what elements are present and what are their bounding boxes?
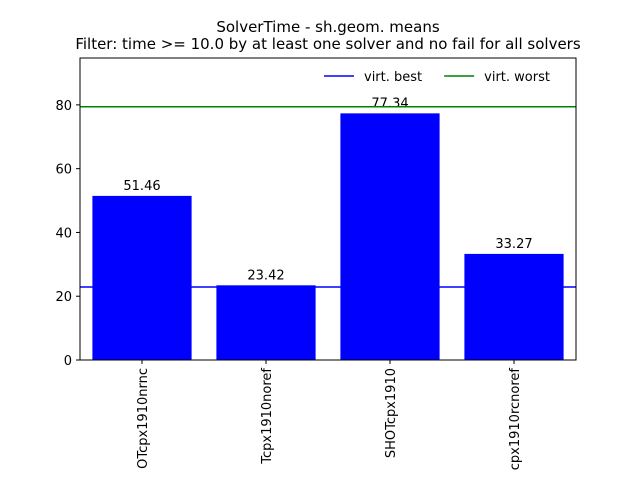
x-tick-label: Tcpx1910noref bbox=[260, 368, 275, 465]
value-label: 33.27 bbox=[495, 237, 532, 252]
plot-frame bbox=[79, 57, 577, 361]
y-tick-label: 40 bbox=[55, 226, 72, 241]
y-tick-label: 20 bbox=[55, 290, 72, 305]
y-tick-label: 0 bbox=[64, 354, 72, 369]
legend-label: virt. best bbox=[364, 70, 422, 85]
legend-label: virt. worst bbox=[484, 70, 550, 85]
value-label: 51.46 bbox=[123, 179, 160, 194]
bar bbox=[340, 113, 440, 360]
chart-subtitle: Filter: time >= 10.0 by at least one sol… bbox=[75, 35, 581, 53]
bar bbox=[464, 253, 564, 360]
y-tick-label: 80 bbox=[55, 99, 72, 114]
y-tick-label: 60 bbox=[55, 163, 72, 178]
bar bbox=[92, 195, 192, 360]
chart-title: SolverTime - sh.geom. means bbox=[216, 18, 440, 36]
x-tick-label: cpx1910rcnoref bbox=[508, 368, 523, 471]
value-label: 77.34 bbox=[371, 96, 408, 111]
value-label: 23.42 bbox=[247, 268, 284, 283]
bar bbox=[216, 285, 316, 360]
x-tick-label: OTcpx1910nrnc bbox=[136, 368, 151, 469]
x-tick-label: SHOTcpx1910 bbox=[384, 368, 399, 458]
